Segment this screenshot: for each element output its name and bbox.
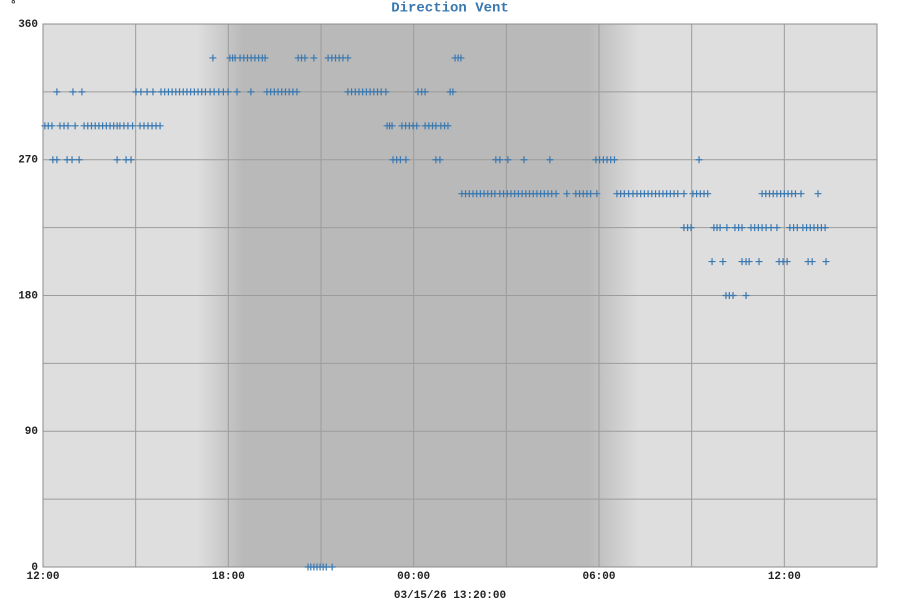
point — [783, 258, 791, 266]
point — [563, 190, 571, 198]
point — [48, 122, 56, 130]
y-tick-label: 180 — [18, 290, 38, 302]
point — [695, 156, 703, 164]
point — [814, 190, 822, 198]
point — [113, 156, 121, 164]
y-tick-label: 90 — [25, 426, 38, 438]
x-tick-label: 18:00 — [212, 571, 245, 583]
point — [69, 88, 77, 96]
x-tick-label: 00:00 — [397, 571, 430, 583]
point — [344, 54, 352, 62]
chart-title: Direction Vent — [391, 1, 509, 17]
point — [822, 258, 830, 266]
point — [293, 88, 301, 96]
point — [127, 156, 135, 164]
point — [68, 156, 76, 164]
point — [773, 224, 781, 232]
point — [224, 88, 232, 96]
point — [821, 224, 829, 232]
point — [310, 54, 318, 62]
point — [402, 156, 410, 164]
point — [687, 224, 695, 232]
point — [78, 88, 86, 96]
point — [546, 156, 554, 164]
point — [723, 224, 731, 232]
point — [520, 156, 528, 164]
x-tick-label: 06:00 — [582, 571, 615, 583]
x-tick-label: 12:00 — [768, 571, 801, 583]
point — [610, 156, 618, 164]
y-tick-label: 270 — [18, 155, 38, 167]
point — [137, 88, 145, 96]
point — [708, 258, 716, 266]
point — [593, 190, 601, 198]
point — [64, 122, 72, 130]
point — [719, 258, 727, 266]
point — [716, 224, 724, 232]
point — [496, 156, 504, 164]
point — [436, 156, 444, 164]
point — [322, 563, 330, 571]
point — [767, 224, 775, 232]
point — [129, 122, 137, 130]
point — [261, 54, 269, 62]
y-unit: ° — [10, 0, 17, 12]
y-tick-label: 0 — [31, 562, 38, 574]
point — [413, 122, 421, 130]
point — [156, 122, 164, 130]
point — [587, 190, 595, 198]
point — [421, 88, 429, 96]
point — [388, 122, 396, 130]
point — [449, 88, 457, 96]
point — [53, 156, 61, 164]
point — [745, 258, 753, 266]
marks — [41, 54, 830, 571]
point — [674, 190, 682, 198]
plot-border — [42, 23, 878, 568]
point — [301, 54, 309, 62]
point — [755, 258, 763, 266]
y-tick-label: 360 — [18, 19, 38, 31]
point — [233, 88, 241, 96]
point — [209, 54, 217, 62]
point — [729, 292, 737, 299]
point — [808, 258, 816, 266]
point — [75, 156, 83, 164]
x-axis-label: 03/15/26 13:20:00 — [394, 590, 506, 600]
point — [71, 122, 79, 130]
point — [143, 88, 151, 96]
point — [704, 190, 712, 198]
point — [444, 122, 452, 130]
point — [247, 88, 255, 96]
point — [552, 190, 560, 198]
point — [680, 190, 688, 198]
point — [742, 292, 750, 299]
point — [328, 563, 336, 571]
point — [504, 156, 512, 164]
point — [53, 88, 61, 96]
point — [738, 224, 746, 232]
point — [149, 88, 157, 96]
point — [797, 190, 805, 198]
point — [382, 88, 390, 96]
x-tick-label: 12:00 — [26, 571, 59, 583]
point — [457, 54, 465, 62]
